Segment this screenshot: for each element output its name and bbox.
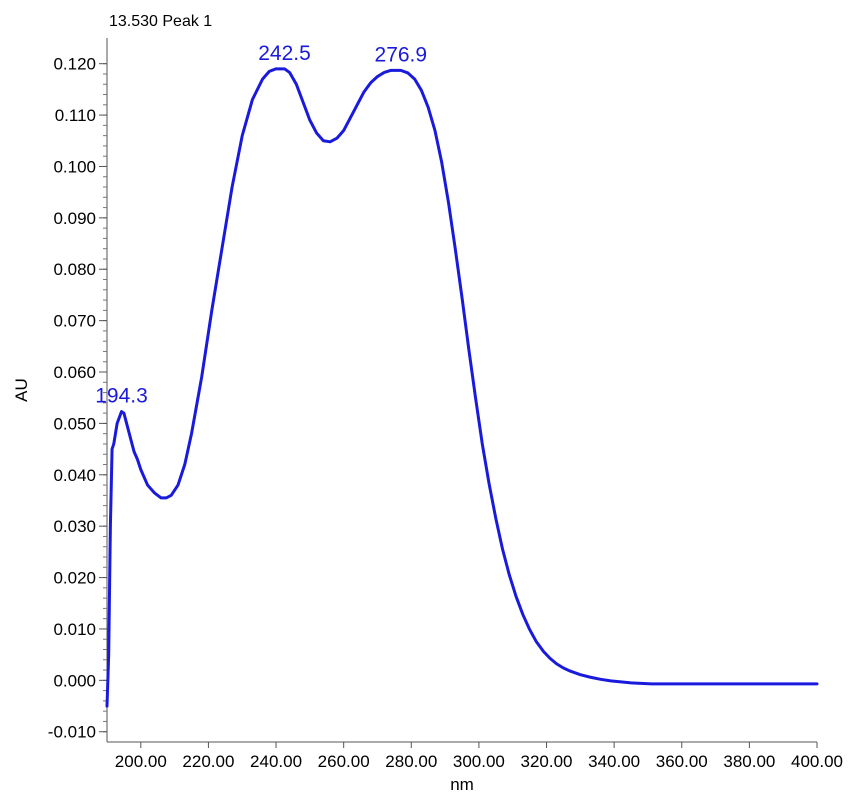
y-tick-label: 0.100 — [53, 157, 96, 176]
y-tick-label: 0.120 — [53, 55, 96, 74]
x-tick-label: 280.00 — [385, 752, 437, 771]
x-tick-label: 380.00 — [723, 752, 775, 771]
y-tick-label: 0.080 — [53, 260, 96, 279]
y-tick-label: 0.000 — [53, 671, 96, 690]
y-tick-label: 0.020 — [53, 569, 96, 588]
y-tick-label: 0.040 — [53, 466, 96, 485]
x-tick-label: 260.00 — [318, 752, 370, 771]
y-tick-label: 0.110 — [55, 106, 96, 125]
y-tick-label: -0.010 — [48, 723, 96, 742]
x-tick-label: 340.00 — [588, 752, 640, 771]
x-tick-label: 360.00 — [656, 752, 708, 771]
chart-title: 13.530 Peak 1 — [109, 13, 212, 30]
x-tick-label: 400.00 — [791, 752, 843, 771]
x-tick-label: 300.00 — [453, 752, 505, 771]
y-tick-label: 0.060 — [53, 363, 96, 382]
y-tick-label: 0.010 — [53, 620, 96, 639]
x-axis-title: nm — [450, 775, 474, 794]
x-tick-label: 220.00 — [182, 752, 234, 771]
y-tick-label: 0.090 — [53, 209, 96, 228]
peak-annotations: 194.3 242.5 276.9 — [95, 42, 427, 408]
peak-annotation: 194.3 — [95, 385, 148, 408]
y-tick-label: 0.050 — [53, 414, 96, 433]
y-tick-label: 0.070 — [53, 312, 96, 331]
y-tick-label: 0.030 — [53, 517, 96, 536]
x-axis-ticks: 200.00 220.00 240.00 260.00 280.00 300.00 320.… — [115, 742, 843, 771]
x-tick-label: 320.00 — [521, 752, 573, 771]
y-axis-ticks: -0.010 0.000 0.010 0.020 0.030 0.040 0.050 0.06… — [48, 55, 107, 742]
y-axis-title: AU — [12, 378, 31, 402]
spectrum-line — [105, 67, 819, 708]
peak-annotation: 242.5 — [258, 42, 311, 65]
x-tick-label: 240.00 — [250, 752, 302, 771]
peak-annotation: 276.9 — [375, 43, 428, 66]
x-tick-label: 200.00 — [115, 752, 167, 771]
